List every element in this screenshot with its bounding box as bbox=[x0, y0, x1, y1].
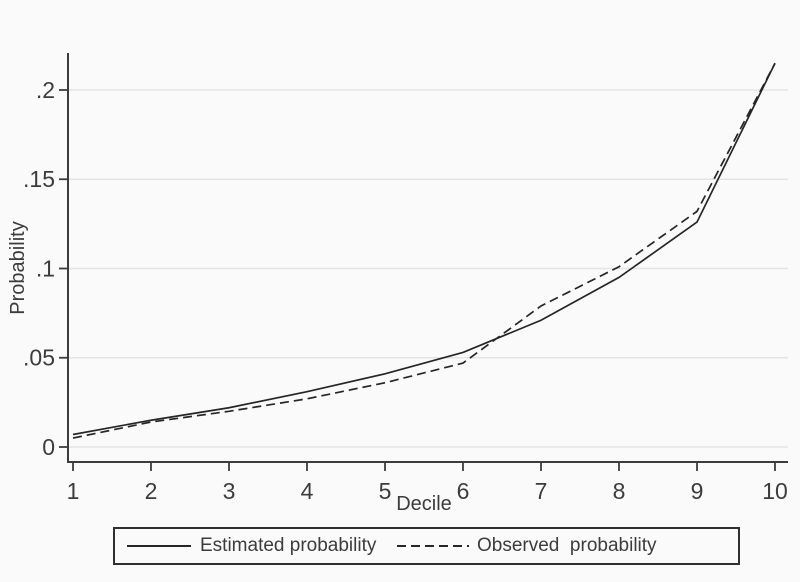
x-tick-label: 10 bbox=[762, 478, 788, 504]
legend-box: Estimated probability Observed probabili… bbox=[113, 527, 740, 565]
y-tick-label: 0 bbox=[42, 434, 55, 460]
x-axis-title: Decile bbox=[396, 493, 452, 515]
legend-label-observed: Observed probability bbox=[477, 535, 657, 556]
gridlines bbox=[69, 89, 788, 448]
legend-solid-line-sample bbox=[127, 545, 191, 547]
data-series bbox=[72, 62, 776, 439]
y-axis-ticks: 0 .05 .1 .15 .2 bbox=[23, 77, 68, 460]
x-tick-label: 1 bbox=[67, 478, 80, 504]
x-tick-label: 6 bbox=[457, 478, 470, 504]
x-tick-label: 8 bbox=[613, 478, 626, 504]
x-tick-label: 3 bbox=[223, 478, 236, 504]
x-tick-label: 5 bbox=[379, 478, 392, 504]
legend-label-estimated: Estimated probability bbox=[200, 535, 377, 556]
x-axis-ticks: 1 2 3 4 5 6 7 8 9 10 bbox=[67, 462, 788, 504]
x-tick-label: 4 bbox=[301, 478, 314, 504]
legend-dashed-line-sample bbox=[397, 545, 469, 547]
y-tick-label: .15 bbox=[23, 166, 55, 192]
y-axis-title: Probability bbox=[7, 221, 29, 314]
series-line-dashed bbox=[72, 62, 776, 439]
x-tick-label: 7 bbox=[535, 478, 548, 504]
x-tick-label: 9 bbox=[691, 478, 704, 504]
x-tick-label: 2 bbox=[145, 478, 158, 504]
series-line-solid bbox=[72, 62, 776, 436]
y-tick-label: .2 bbox=[36, 77, 55, 103]
y-tick-label: .1 bbox=[36, 255, 55, 281]
y-tick-label: .05 bbox=[23, 345, 55, 371]
